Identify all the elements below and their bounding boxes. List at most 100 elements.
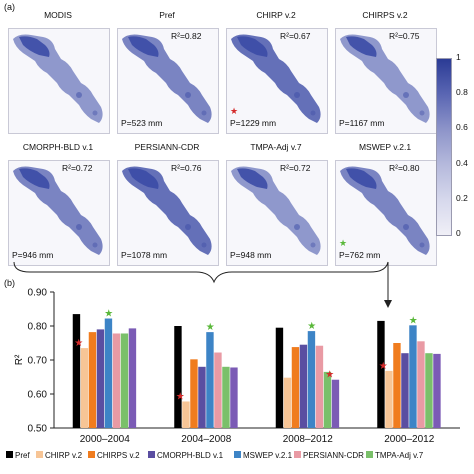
map-panel bbox=[117, 160, 219, 266]
map-image bbox=[340, 34, 430, 123]
map-panel bbox=[335, 28, 437, 134]
legend-swatch bbox=[148, 451, 155, 458]
map-title: CHIRP v.2 bbox=[256, 10, 296, 20]
precip-label: P=523 mm bbox=[121, 118, 163, 128]
legend-label: CMORPH-BLD v.1 bbox=[157, 451, 224, 460]
legend-label: TMPA-Adj v.7 bbox=[375, 451, 424, 460]
bar bbox=[222, 366, 230, 428]
bar bbox=[182, 401, 190, 428]
star-marker: ★ bbox=[176, 391, 185, 402]
star-marker: ★ bbox=[409, 315, 418, 326]
bar bbox=[230, 367, 238, 428]
map-image bbox=[231, 166, 321, 255]
map-panel bbox=[335, 160, 437, 266]
map-title: CHIRPS v.2 bbox=[362, 10, 408, 20]
legend-swatch bbox=[294, 451, 301, 458]
bar bbox=[174, 326, 182, 428]
panel-a-label: (a) bbox=[4, 2, 15, 12]
bar bbox=[409, 325, 417, 428]
star-marker: ★ bbox=[206, 322, 215, 333]
precip-label: P=1078 mm bbox=[121, 250, 168, 260]
map-title: Pref bbox=[159, 10, 175, 20]
colorbar bbox=[436, 58, 452, 236]
x-tick-label: 2000–2012 bbox=[384, 434, 434, 445]
y-tick-label: 0.80 bbox=[28, 322, 48, 333]
star-marker: ★ bbox=[339, 238, 348, 248]
r2-label: R²=0.75 bbox=[389, 31, 420, 41]
bar bbox=[291, 347, 300, 428]
bar bbox=[401, 353, 409, 428]
bar bbox=[128, 328, 137, 428]
panel-b-label: (b) bbox=[4, 278, 15, 288]
map-title: MODIS bbox=[44, 10, 72, 20]
bar bbox=[198, 366, 206, 428]
bar bbox=[299, 344, 308, 428]
x-tick-label: 2004–2008 bbox=[181, 434, 231, 445]
star-marker: ★ bbox=[74, 338, 83, 349]
bar bbox=[315, 345, 324, 428]
star-marker: ★ bbox=[104, 309, 113, 320]
bar bbox=[112, 333, 121, 428]
bar bbox=[88, 332, 97, 428]
map-image bbox=[13, 34, 103, 123]
bar bbox=[377, 320, 385, 428]
legend-swatch bbox=[366, 451, 373, 458]
map-image bbox=[231, 34, 321, 123]
precip-label: P=762 mm bbox=[339, 250, 381, 260]
map-title: TMPA-Adj v.7 bbox=[250, 142, 302, 152]
star-marker: ★ bbox=[379, 361, 388, 372]
bar bbox=[307, 331, 316, 428]
bar bbox=[331, 379, 340, 428]
legend-swatch bbox=[234, 451, 241, 458]
map-title: CMORPH-BLD v.1 bbox=[22, 142, 94, 152]
precip-label: P=946 mm bbox=[12, 250, 54, 260]
map-title: MSWEP v.2.1 bbox=[358, 142, 412, 152]
bar bbox=[206, 332, 214, 428]
legend-label: CHIRP v.2 bbox=[45, 451, 83, 460]
y-axis-label: R² bbox=[14, 354, 25, 365]
arrow-head bbox=[384, 300, 392, 308]
bracket-path bbox=[13, 261, 389, 284]
r2-label: R²=0.80 bbox=[389, 163, 420, 173]
r2-label: R²=0.82 bbox=[171, 31, 202, 41]
y-tick-label: 0.60 bbox=[28, 390, 48, 401]
bar bbox=[104, 318, 113, 428]
map-image bbox=[122, 166, 212, 255]
map-panel bbox=[226, 28, 328, 134]
colorbar-tick-label: 0.6 bbox=[456, 122, 468, 133]
colorbar-tick-label: 0 bbox=[456, 228, 461, 238]
bar bbox=[275, 327, 284, 428]
x-tick-label: 2000–2004 bbox=[80, 434, 130, 445]
legend-swatch bbox=[6, 451, 13, 458]
colorbar-tick-label: 0.2 bbox=[456, 192, 468, 203]
legend-swatch bbox=[88, 451, 95, 458]
bar bbox=[120, 333, 129, 428]
bar bbox=[80, 348, 89, 428]
bar-chart: 0.90 0.80 0.70 0.60 0.50 R² 2000–2004 2004–2008… bbox=[6, 288, 460, 460]
bar bbox=[72, 314, 81, 428]
bar bbox=[433, 353, 441, 428]
y-tick-label: 0.50 bbox=[28, 424, 48, 435]
bar bbox=[283, 377, 292, 428]
map-panel bbox=[8, 28, 110, 134]
r2-label: R²=0.67 bbox=[280, 31, 311, 41]
bar bbox=[417, 341, 425, 428]
r2-label: R²=0.72 bbox=[280, 163, 311, 173]
legend-label: PERSIANN-CDR bbox=[303, 451, 364, 460]
map-panel bbox=[117, 28, 219, 134]
x-tick-label: 2008–2012 bbox=[283, 434, 333, 445]
connector-bracket bbox=[13, 261, 392, 308]
r2-label: R²=0.72 bbox=[62, 163, 93, 173]
legend-label: MSWEP v.2.1 bbox=[243, 451, 293, 460]
map-image bbox=[340, 166, 430, 255]
bar bbox=[190, 359, 198, 428]
r2-label: R²=0.76 bbox=[171, 163, 202, 173]
legend-label: Pref bbox=[15, 451, 30, 460]
colorbar-tick-label: 0.8 bbox=[456, 87, 468, 98]
precip-label: P=948 mm bbox=[230, 250, 272, 260]
map-image bbox=[13, 166, 103, 255]
precip-label: P=1229 mm bbox=[230, 118, 277, 128]
legend-swatch bbox=[36, 451, 43, 458]
bar bbox=[96, 329, 105, 428]
bar bbox=[425, 353, 433, 428]
